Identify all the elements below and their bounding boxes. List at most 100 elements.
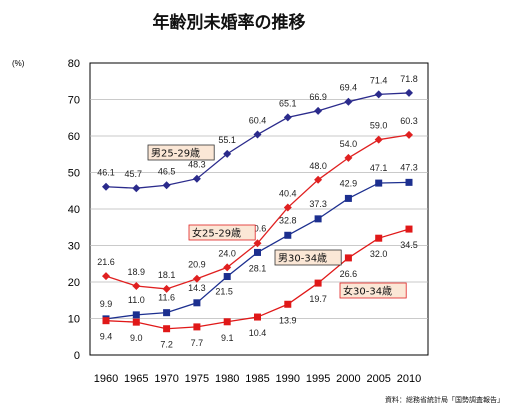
data-label: 47.3 <box>400 162 418 172</box>
data-label: 48.3 <box>188 160 206 170</box>
data-point <box>314 279 322 287</box>
series-label-box <box>188 224 256 241</box>
data-point <box>223 149 232 158</box>
y-tick-label: 30 <box>68 241 80 253</box>
series-label: 男25-29歳 <box>151 148 200 160</box>
data-point <box>102 272 110 281</box>
data-label: 9.9 <box>100 299 113 309</box>
data-label: 71.4 <box>370 75 388 85</box>
data-label: 18.1 <box>158 270 176 280</box>
data-point <box>132 282 141 291</box>
y-tick-label: 10 <box>68 314 80 326</box>
data-point <box>314 175 323 184</box>
data-label: 60.3 <box>400 116 418 126</box>
data-point <box>162 284 171 293</box>
data-label: 66.9 <box>309 92 327 102</box>
gridlines <box>90 99 428 319</box>
x-tick-label: 2010 <box>397 373 421 385</box>
data-label: 19.7 <box>309 294 327 304</box>
data-point <box>192 174 201 183</box>
data-point <box>192 274 201 283</box>
y-tick-label: 20 <box>68 277 80 289</box>
data-point <box>163 325 171 333</box>
data-point <box>374 135 383 144</box>
x-tick-label: 1995 <box>306 373 330 385</box>
y-axis-unit: (%) <box>12 59 25 68</box>
data-label: 54.0 <box>340 139 358 149</box>
data-point <box>283 113 292 122</box>
data-label: 28.1 <box>249 263 267 273</box>
data-label: 14.3 <box>188 283 206 293</box>
data-point <box>405 225 413 233</box>
data-point <box>374 90 383 99</box>
data-label: 9.1 <box>221 333 234 343</box>
data-point <box>162 181 171 190</box>
data-point <box>344 97 353 106</box>
series-label: 女30-34歳 <box>343 285 392 298</box>
data-point <box>193 323 201 331</box>
data-label: 7.7 <box>191 338 204 348</box>
data-label: 46.5 <box>158 166 176 176</box>
data-label: 11.0 <box>128 295 145 305</box>
y-tick-label: 80 <box>68 58 80 70</box>
x-tick-label: 2005 <box>366 373 390 385</box>
data-point <box>405 88 413 97</box>
data-label: 7.2 <box>160 340 173 350</box>
data-label: 32.0 <box>370 249 388 259</box>
data-label: 24.0 <box>218 248 236 258</box>
data-label: 55.1 <box>218 135 236 145</box>
data-point <box>314 215 322 223</box>
data-point <box>253 130 262 139</box>
data-label: 9.0 <box>130 333 143 343</box>
data-label: 21.6 <box>97 257 115 267</box>
data-label: 48.0 <box>309 161 327 171</box>
data-label: 46.1 <box>97 168 115 178</box>
data-point <box>132 184 141 193</box>
data-label: 30.6 <box>249 223 267 233</box>
series-group: 46.1 45.7 46.5 48.3 55.1 60.4 65.1 66.9 69.4 71.4… <box>97 74 418 350</box>
data-point <box>375 179 383 187</box>
data-point <box>344 153 353 162</box>
x-axis-ticks: 1960 1965 1970 1975 1980 1985 1990 1995 2000 2005… <box>94 373 421 385</box>
x-tick-label: 1970 <box>154 373 178 385</box>
data-point <box>102 182 110 191</box>
data-point <box>283 203 292 212</box>
series-label-box <box>147 144 215 161</box>
x-tick-label: 1985 <box>245 373 269 385</box>
data-label: 47.1 <box>370 163 388 173</box>
x-tick-label: 2000 <box>336 373 360 385</box>
data-label: 34.5 <box>400 240 418 250</box>
data-point <box>284 231 292 239</box>
series-line <box>105 92 410 189</box>
data-point <box>193 299 201 307</box>
data-label: 71.8 <box>400 74 418 84</box>
y-tick-label: 70 <box>68 95 80 107</box>
data-label: 60.4 <box>249 116 267 126</box>
x-tick-label: 1960 <box>94 373 118 385</box>
data-point <box>223 273 231 281</box>
x-tick-label: 1980 <box>215 373 239 385</box>
series-label: 男30-34歳 <box>278 253 327 265</box>
data-label: 42.9 <box>340 178 358 188</box>
data-point <box>132 311 140 319</box>
source-note: 資料：総務省統計局「国勢調査報告」 <box>385 395 504 404</box>
data-label: 9.4 <box>100 332 113 342</box>
x-tick-label: 1990 <box>276 373 300 385</box>
data-label: 65.1 <box>279 98 297 108</box>
y-tick-label: 40 <box>68 204 80 216</box>
data-point <box>253 239 262 248</box>
data-point <box>254 313 261 321</box>
data-label: 11.6 <box>158 293 175 303</box>
data-label: 21.5 <box>215 287 233 297</box>
data-point <box>344 194 352 202</box>
y-tick-label: 0 <box>74 350 80 362</box>
y-axis-ticks: 0 10 20 30 40 50 60 70 80 <box>68 58 80 362</box>
data-point <box>102 317 110 325</box>
series-label-box <box>339 282 407 299</box>
data-label: 26.6 <box>340 269 358 279</box>
data-label: 18.9 <box>128 267 146 277</box>
data-point <box>314 106 323 115</box>
x-tick-label: 1975 <box>185 373 209 385</box>
